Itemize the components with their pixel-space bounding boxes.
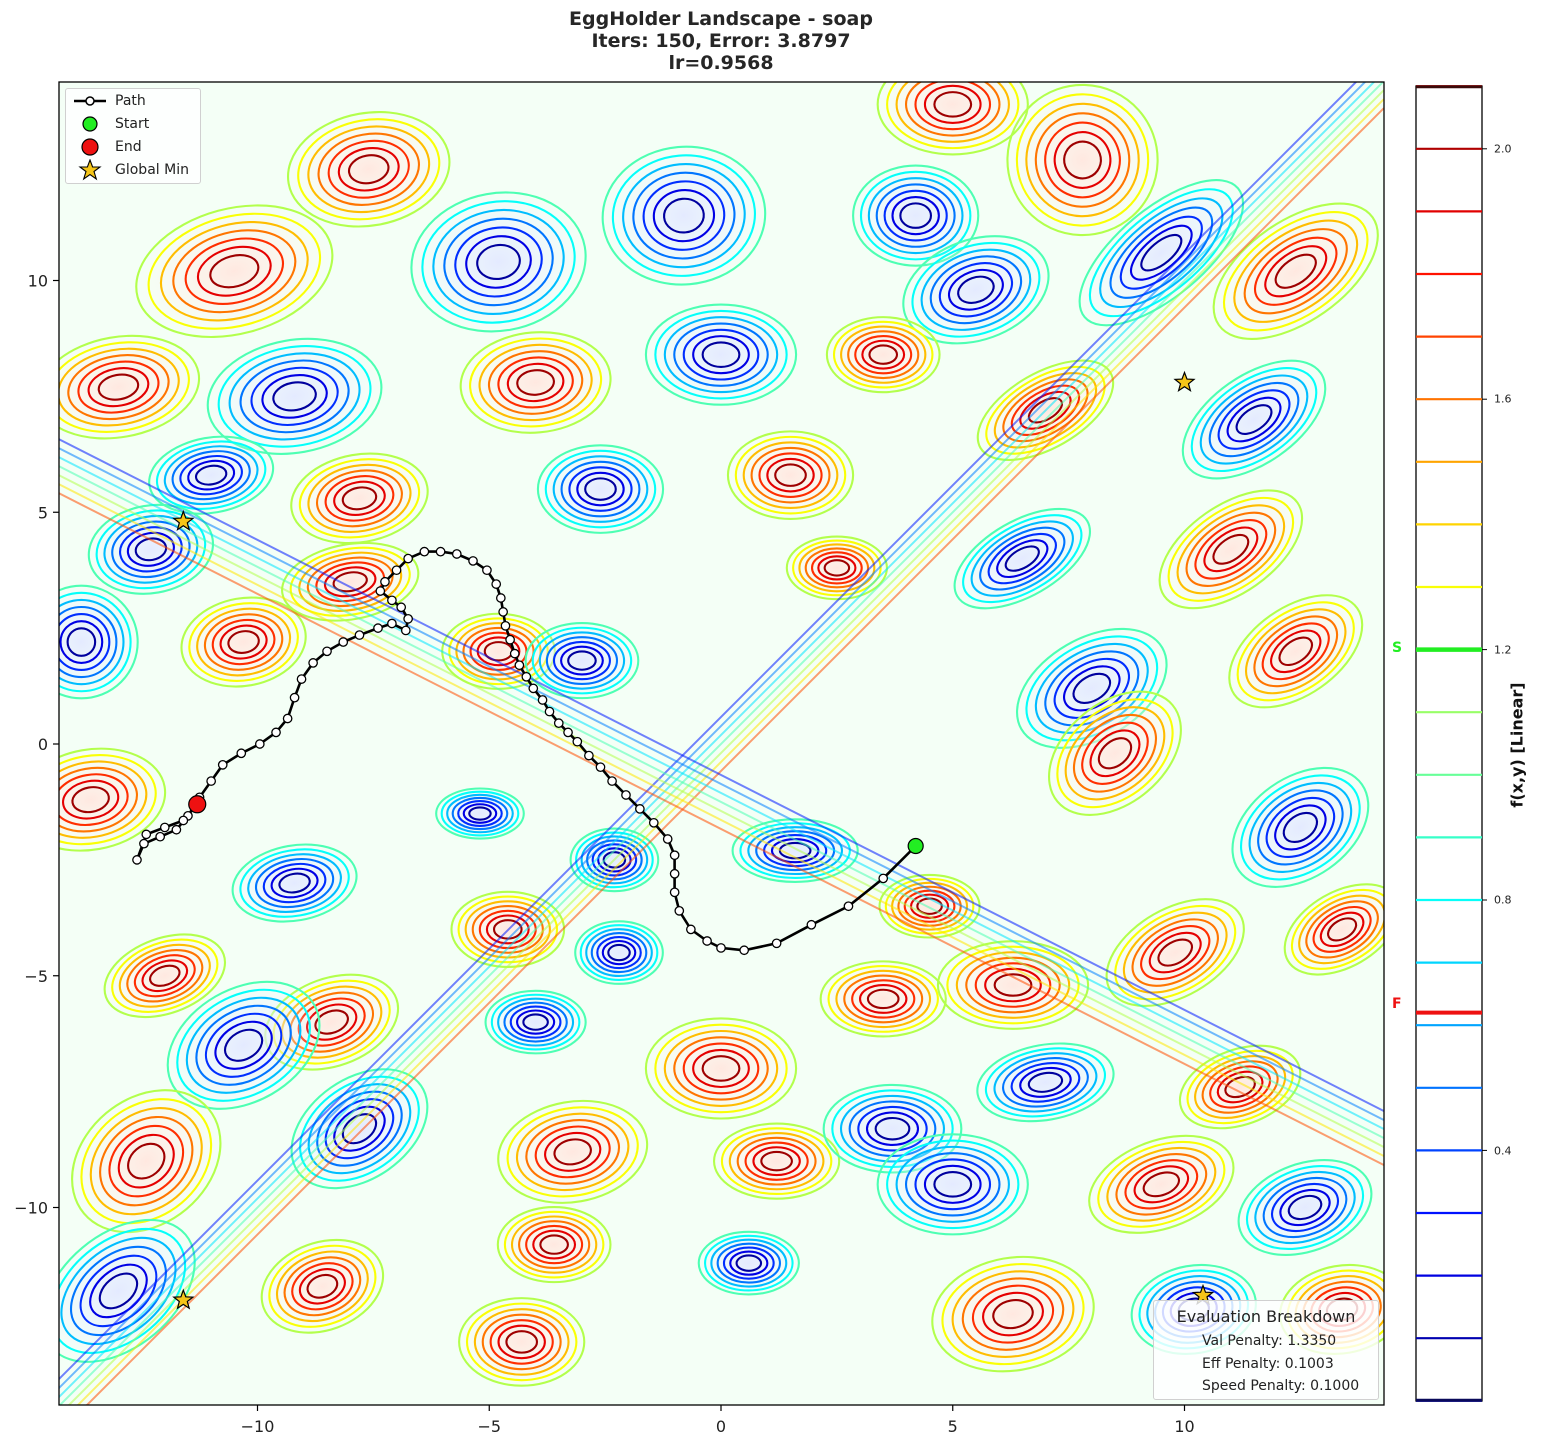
path-line-icon	[74, 96, 106, 106]
title-line-2: Iters: 150, Error: 3.8797	[591, 30, 851, 52]
title-line-1: EggHolder Landscape - soap	[569, 8, 873, 30]
colorbar-levels	[1416, 85, 1487, 1402]
colorbar-label: f(x,y) [Linear]	[1507, 682, 1527, 808]
legend-label: Start	[115, 116, 150, 132]
svg-text:−5: −5	[24, 967, 48, 986]
contour-layer	[59, 82, 1384, 1405]
legend-item-start: Start	[66, 113, 200, 135]
global-min-star	[1191, 1283, 1215, 1306]
axis-ticks: −10 −5 0 5 10 −10 −5 0 5 10	[14, 272, 1194, 1437]
svg-text:−5: −5	[477, 1417, 501, 1436]
legend-item-path: Path	[66, 90, 200, 112]
colorbar-tick: 1.2	[1494, 643, 1512, 657]
svg-text:0: 0	[716, 1417, 726, 1436]
colorbar-tick: 1.6	[1494, 392, 1512, 406]
global-min-star	[172, 1288, 195, 1310]
legend-label: Path	[115, 93, 146, 109]
colorbar-tick: 2.0	[1494, 142, 1512, 156]
colorbar-tick: 0.8	[1494, 893, 1512, 907]
global-min-star	[1173, 370, 1196, 392]
optimizer-path	[132, 370, 1215, 1310]
svg-text:0: 0	[38, 735, 48, 754]
svg-text:10: 10	[1174, 1417, 1194, 1436]
svg-text:−10: −10	[241, 1417, 275, 1436]
legend-label: End	[115, 139, 142, 155]
green-circle-icon	[82, 116, 98, 132]
svg-text:10: 10	[28, 272, 48, 291]
svg-text:5: 5	[38, 503, 48, 522]
title-line-3: lr=0.9568	[668, 52, 774, 74]
legend-label: Global Min	[115, 162, 189, 178]
colorbar-tick: 0.4	[1494, 1144, 1512, 1158]
start-marker	[907, 837, 924, 855]
svg-text:−10: −10	[14, 1199, 48, 1218]
evaluation-breakdown-box: Evaluation Breakdown Val Penalty: 1.3350…	[1153, 1300, 1379, 1400]
val-penalty: Val Penalty: 1.3350	[1202, 1333, 1337, 1349]
chart-title: EggHolder Landscape - soap Iters: 150, E…	[0, 8, 1442, 74]
legend-item-global-min: Global Min	[66, 159, 200, 181]
speed-penalty: Speed Penalty: 0.1000	[1202, 1378, 1360, 1394]
global-min-star	[172, 509, 195, 531]
end-marker	[188, 795, 207, 814]
star-icon	[78, 159, 102, 181]
red-circle-icon	[81, 138, 99, 156]
legend: Path Start End Global Min	[65, 88, 201, 184]
legend-item-end: End	[66, 136, 200, 158]
eff-penalty: Eff Penalty: 0.1003	[1202, 1356, 1334, 1372]
colorbar-frame	[1415, 85, 1483, 1402]
svg-text:5: 5	[948, 1417, 958, 1436]
start-value-marker: S	[1392, 640, 1403, 656]
evaluation-header: Evaluation Breakdown	[1176, 1307, 1356, 1326]
final-value-marker: F	[1392, 996, 1402, 1012]
